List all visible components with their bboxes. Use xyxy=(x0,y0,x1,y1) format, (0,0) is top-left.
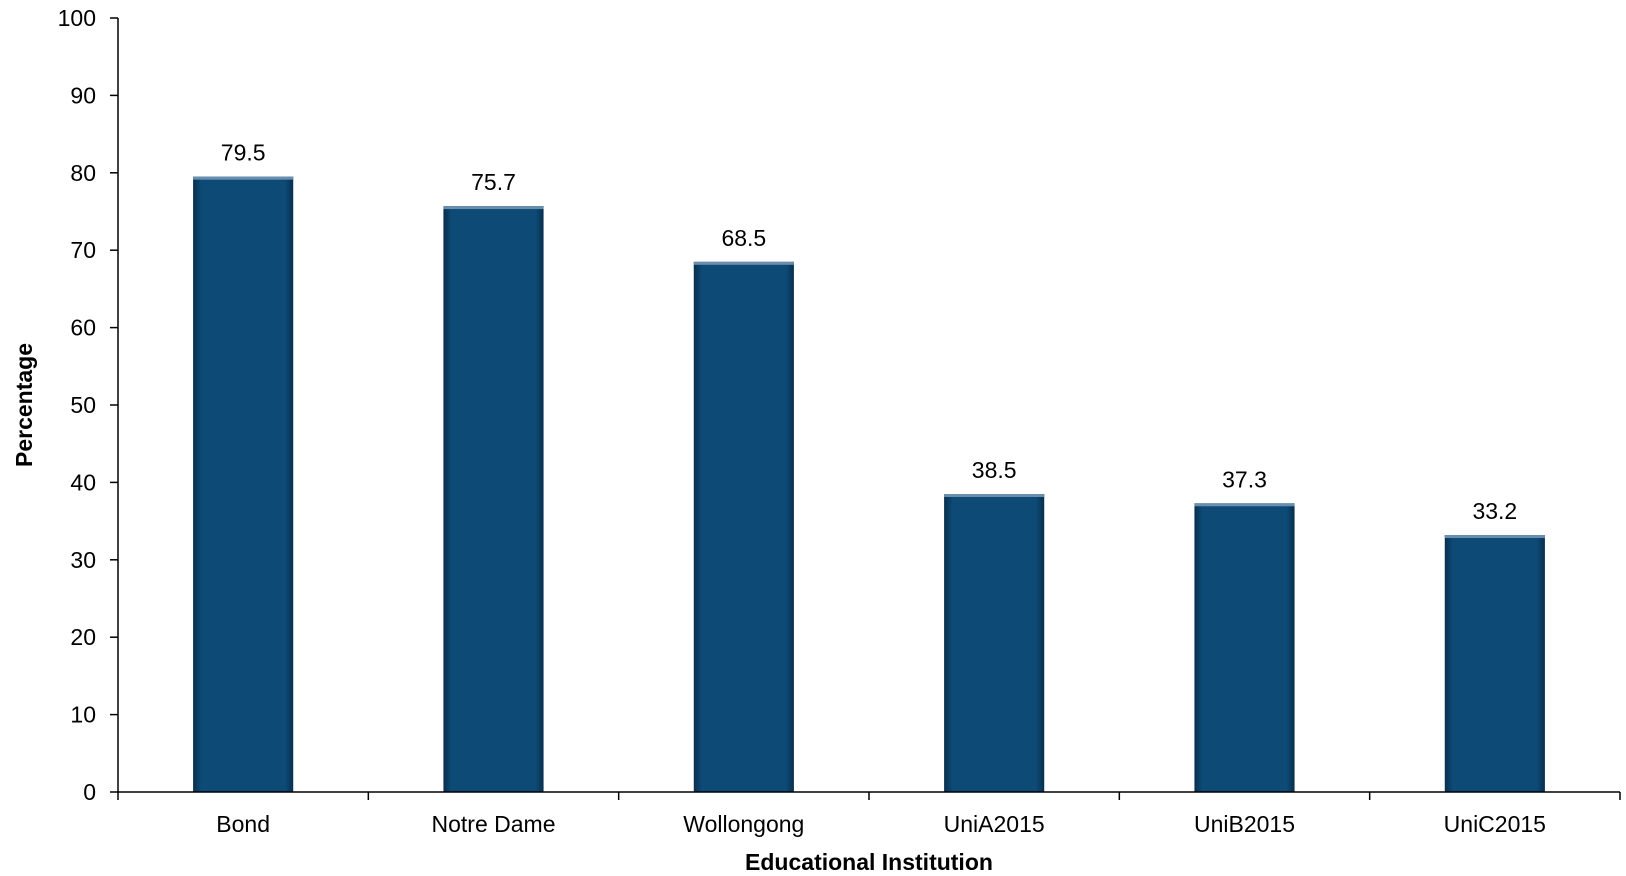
bar xyxy=(1194,503,1295,792)
bar-top-highlight xyxy=(193,176,294,180)
x-category-label: Bond xyxy=(216,811,270,837)
x-category-label: Wollongong xyxy=(683,811,804,837)
bar-value-label: 79.5 xyxy=(221,140,266,166)
y-tick-label: 40 xyxy=(70,469,96,495)
bar xyxy=(443,206,544,792)
bar-top-highlight xyxy=(693,261,794,265)
x-category-label: UniC2015 xyxy=(1444,811,1546,837)
y-tick-label: 10 xyxy=(70,702,96,728)
x-category-label: UniB2015 xyxy=(1194,811,1295,837)
bar-top-highlight xyxy=(944,494,1045,498)
bar-top-highlight xyxy=(443,206,544,210)
y-tick-label: 30 xyxy=(70,547,96,573)
x-axis-title: Educational Institution xyxy=(745,849,993,875)
bar-value-label: 68.5 xyxy=(721,225,766,251)
bar-value-label: 37.3 xyxy=(1222,466,1267,492)
bar-top-highlight xyxy=(1444,535,1545,539)
bar xyxy=(193,176,294,793)
bar xyxy=(1444,535,1545,792)
bar-top-highlight xyxy=(1194,503,1295,507)
bar xyxy=(693,261,794,792)
y-tick-label: 20 xyxy=(70,624,96,650)
y-tick-label: 60 xyxy=(70,315,96,341)
x-category-label: UniA2015 xyxy=(944,811,1045,837)
y-ticks: 0 10 20 30 40 50 60 70 80 90 100 xyxy=(58,5,118,805)
x-category-label: Notre Dame xyxy=(432,811,556,837)
y-tick-label: 50 xyxy=(70,392,96,418)
y-tick-label: 100 xyxy=(58,5,96,31)
data-labels: 79.5 75.7 68.5 38.5 37.3 33.2 xyxy=(221,140,1517,524)
y-tick-label: 90 xyxy=(70,82,96,108)
bar-value-label: 75.7 xyxy=(471,169,516,195)
bars-layer xyxy=(193,176,1545,793)
y-tick-label: 70 xyxy=(70,237,96,263)
axes-layer xyxy=(117,18,1620,793)
bar-value-label: 38.5 xyxy=(972,457,1017,483)
bar-value-label: 33.2 xyxy=(1472,498,1517,524)
y-tick-label: 80 xyxy=(70,160,96,186)
y-axis-title: Percentage xyxy=(11,343,37,467)
bar xyxy=(944,494,1045,792)
x-ticks: Bond Notre Dame Wollongong UniA2015 UniB2015… xyxy=(117,792,1621,837)
y-tick-label: 0 xyxy=(83,779,96,805)
